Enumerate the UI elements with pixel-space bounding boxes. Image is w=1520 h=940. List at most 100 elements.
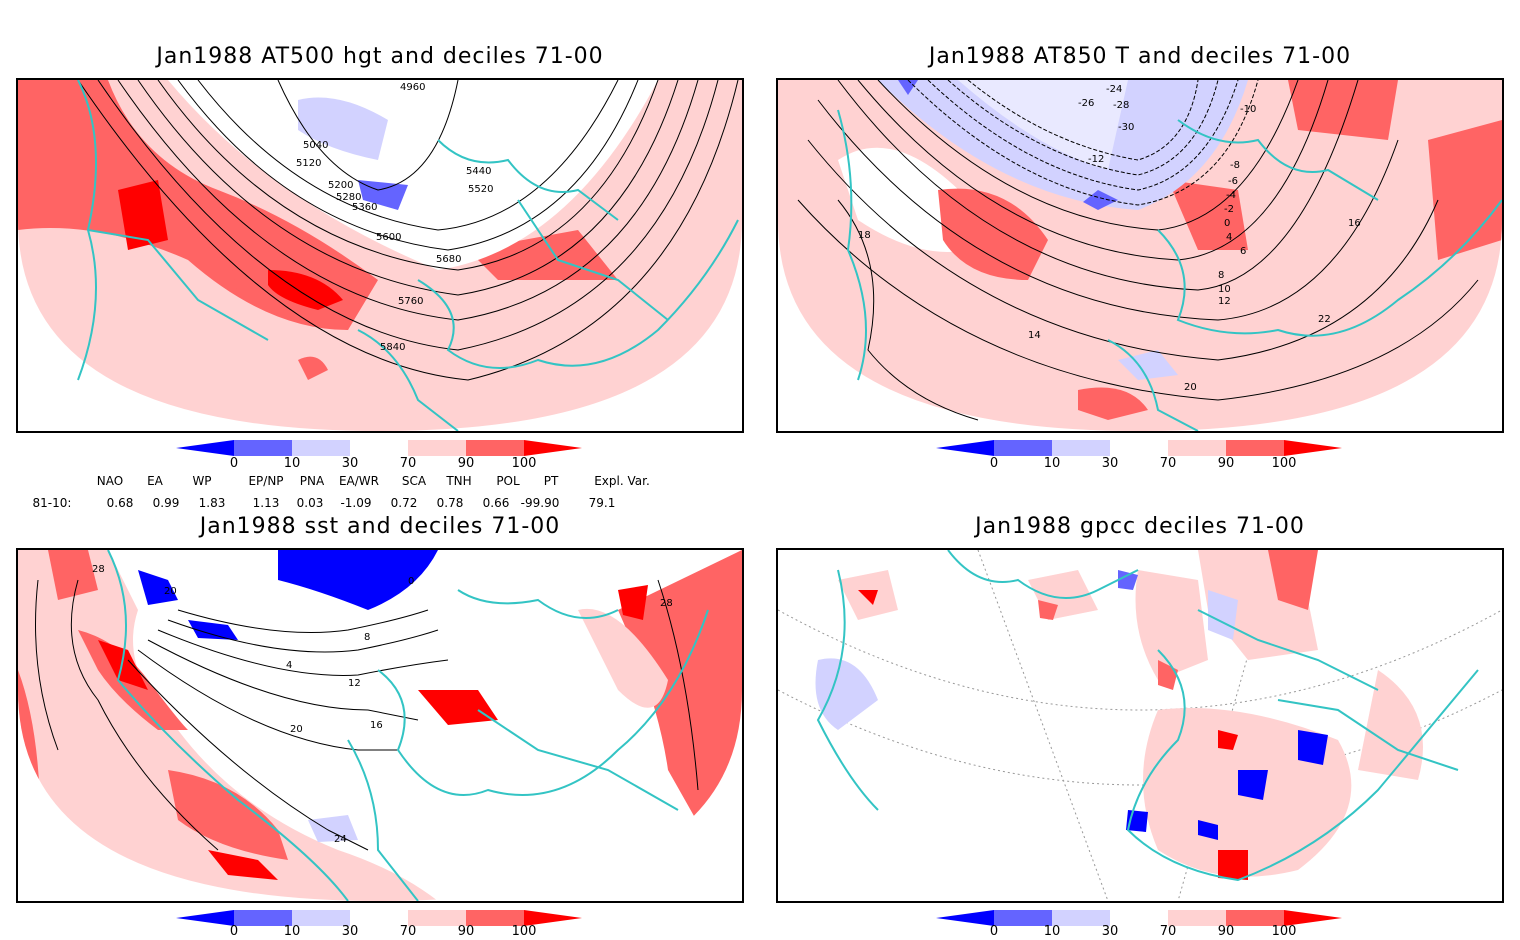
cb-tick: 10 [283, 924, 301, 939]
svg-text:5120: 5120 [296, 158, 321, 169]
panel1-contours [77, 80, 739, 381]
cb-tick: 0 [989, 924, 999, 939]
index-value: 1.13 [252, 496, 280, 510]
index-header: EP/NP [248, 474, 284, 488]
svg-text:14: 14 [1028, 330, 1041, 341]
cb-90-100 [1226, 440, 1284, 456]
svg-text:10: 10 [1218, 284, 1231, 295]
svg-text:16: 16 [370, 720, 383, 731]
svg-text:-8: -8 [1230, 160, 1240, 171]
cb-90-100 [466, 910, 524, 926]
index-value: 0.66 [482, 496, 510, 510]
cb-below-0 [176, 440, 234, 456]
svg-text:5680: 5680 [436, 254, 461, 265]
index-value: 79.1 [588, 496, 616, 510]
cb-tick: 70 [399, 456, 417, 471]
cb-30-70 [1110, 440, 1168, 456]
index-value: 0.99 [152, 496, 180, 510]
svg-text:22: 22 [1318, 314, 1331, 325]
panel2-map: -24 -26 -28 -30 -12 -10 -8 -6 -4 -2 0 4 … [776, 78, 1504, 433]
svg-text:4960: 4960 [400, 82, 425, 93]
cb-70-90 [408, 910, 466, 926]
cb-tick: 30 [341, 924, 359, 939]
index-header: Expl. Var. [594, 474, 650, 488]
panel3-map: 28 20 0 4 8 12 16 20 24 28 [16, 548, 744, 903]
cb-0-10 [994, 910, 1052, 926]
cb-10-30 [1052, 440, 1110, 456]
panel3-map-svg: 28 20 0 4 8 12 16 20 24 28 [18, 550, 742, 901]
svg-text:28: 28 [660, 598, 673, 609]
colorbar-bottom-right-svg [936, 910, 1342, 926]
svg-text:5760: 5760 [398, 296, 423, 307]
index-header: WP [192, 474, 212, 488]
cb-tick: 70 [399, 924, 417, 939]
colorbar-top-left-svg [176, 440, 582, 456]
index-header: TNH [446, 474, 472, 488]
cb-tick: 0 [989, 456, 999, 471]
cb-above-100 [524, 440, 582, 456]
cb-tick: 0 [229, 924, 239, 939]
svg-text:5440: 5440 [466, 166, 491, 177]
svg-text:24: 24 [334, 834, 347, 845]
cb-tick: 0 [229, 456, 239, 471]
cb-30-70 [350, 910, 408, 926]
cb-tick: 70 [1159, 456, 1177, 471]
index-value: 0.72 [390, 496, 418, 510]
cb-tick: 90 [457, 924, 475, 939]
svg-text:-12: -12 [1088, 154, 1104, 165]
svg-text:12: 12 [348, 678, 361, 689]
index-value: 1.83 [198, 496, 226, 510]
cb-above-100 [524, 910, 582, 926]
cb-tick: 90 [1217, 924, 1235, 939]
svg-text:-10: -10 [1240, 104, 1256, 115]
svg-text:5600: 5600 [376, 232, 401, 243]
cb-tick: 10 [283, 456, 301, 471]
panel1-map-svg: 4960 5040 5120 5200 5280 5360 5440 5520 … [18, 80, 742, 431]
cb-10-30 [292, 440, 350, 456]
cb-tick: 30 [341, 456, 359, 471]
index-header: EA/WR [338, 474, 380, 488]
svg-text:5040: 5040 [303, 140, 328, 151]
index-value: 0.78 [436, 496, 464, 510]
cb-below-0 [936, 910, 994, 926]
svg-text:20: 20 [290, 724, 303, 735]
index-header: PT [543, 474, 559, 488]
svg-text:28: 28 [92, 564, 105, 575]
index-value: 0.68 [106, 496, 134, 510]
cb-tick: 100 [1271, 924, 1297, 939]
index-header: EA [147, 474, 163, 488]
cb-10-30 [1052, 910, 1110, 926]
index-header: POL [496, 474, 520, 488]
panel2-contours [797, 80, 1479, 421]
index-header: NAO [96, 474, 124, 488]
panel4-coastlines [816, 550, 1479, 882]
svg-text:20: 20 [164, 586, 177, 597]
svg-text:4: 4 [286, 660, 292, 671]
panel4-map [776, 548, 1504, 903]
cb-90-100 [1226, 910, 1284, 926]
panel4-map-svg [778, 550, 1502, 901]
svg-text:-28: -28 [1113, 100, 1129, 111]
svg-text:5280: 5280 [336, 192, 361, 203]
cb-tick: 10 [1043, 924, 1061, 939]
index-value: -99.90 [520, 496, 560, 510]
svg-text:0: 0 [1224, 218, 1230, 229]
panel3-title: Jan1988 sst and deciles 71-00 [199, 514, 561, 539]
svg-text:-26: -26 [1078, 98, 1094, 109]
panel2-coastlines [837, 109, 1502, 431]
index-value: 0.03 [296, 496, 324, 510]
cb-70-90 [1168, 910, 1226, 926]
svg-text:12: 12 [1218, 296, 1231, 307]
cb-below-0 [176, 910, 234, 926]
panel3-labels: 28 20 0 4 8 12 16 20 24 28 [92, 564, 673, 845]
cb-tick: 90 [457, 456, 475, 471]
colorbar-bottom-right: 0 10 30 70 90 100 [936, 910, 1346, 940]
index-header: SCA [401, 474, 427, 488]
svg-text:5840: 5840 [380, 342, 405, 353]
svg-text:16: 16 [1348, 218, 1361, 229]
cb-tick: 100 [511, 456, 537, 471]
colorbar-top-right-svg [936, 440, 1342, 456]
cb-0-10 [234, 910, 292, 926]
cb-70-90 [1168, 440, 1226, 456]
panel2-map-svg: -24 -26 -28 -30 -12 -10 -8 -6 -4 -2 0 4 … [778, 80, 1502, 431]
